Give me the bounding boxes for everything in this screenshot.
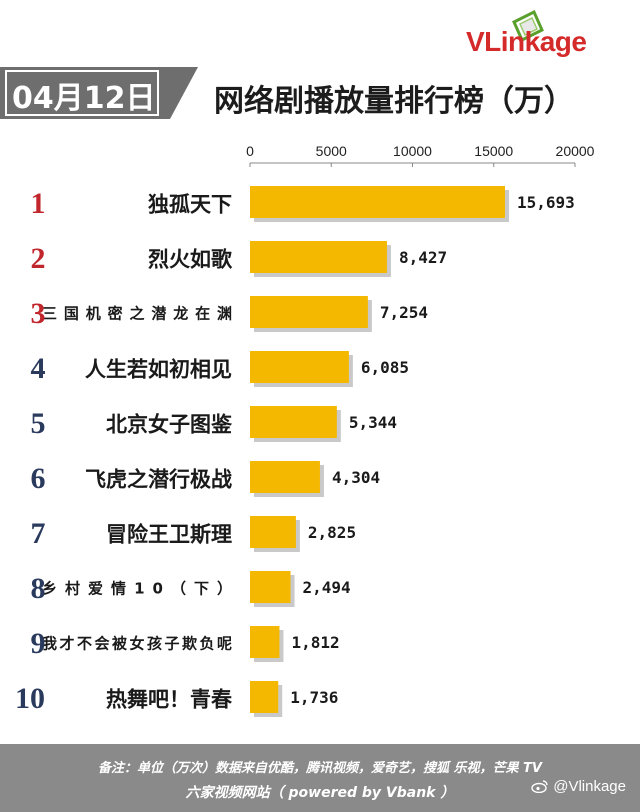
data-label: 4,304	[332, 468, 380, 487]
bar	[250, 241, 387, 273]
rank-number: 6	[31, 462, 46, 495]
rank-number: 5	[31, 407, 46, 440]
x-tick-label: 15000	[474, 143, 513, 159]
vlinkage-logo: VLinkage	[466, 8, 626, 60]
rank-number: 3	[31, 297, 46, 330]
data-label: 2,494	[303, 578, 351, 597]
bar-chart: 0 5000 10000 15000 20000 15,693 独孤天下 1 8,427 烈火如歌…	[15, 143, 595, 717]
chart-title: 网络剧播放量排行榜（万）	[214, 84, 574, 119]
rank-number: 8	[31, 572, 46, 605]
x-tick-label: 10000	[393, 143, 432, 159]
x-tick-label: 0	[246, 143, 254, 159]
logo-text: VLinkage	[466, 26, 587, 57]
bar	[250, 681, 279, 713]
footer-source: 六家视频网站（ powered by Vbank ）	[185, 785, 455, 801]
bar	[250, 571, 291, 603]
bar	[250, 461, 320, 493]
data-label: 1,812	[291, 633, 339, 652]
footer-bar: 备注：单位（万次）数据来自优酷，腾讯视频，爱奇艺，搜狐 乐视，芒果 TV 六家视…	[0, 744, 640, 812]
bar	[250, 406, 337, 438]
rank-number: 7	[31, 517, 46, 550]
rank-number: 1	[31, 187, 46, 220]
category-label: 烈火如歌	[148, 248, 233, 272]
x-tick-label: 20000	[556, 143, 595, 159]
date-badge: 04月12日	[0, 67, 198, 119]
green-window-icon	[512, 9, 544, 42]
date-text: 04月12日	[12, 81, 156, 116]
rank-number: 4	[31, 352, 46, 385]
category-label: 三国机密之潜龙在渊	[42, 305, 232, 323]
category-label: 乡村爱情10（下）	[42, 580, 232, 598]
data-label: 2,825	[308, 523, 356, 542]
weibo-icon	[531, 780, 548, 793]
bar	[250, 186, 506, 218]
data-label: 15,693	[517, 193, 575, 212]
data-label: 1,736	[290, 688, 338, 707]
data-label: 8,427	[399, 248, 447, 267]
bar	[250, 351, 349, 383]
category-label: 人生若如初相见	[85, 358, 232, 382]
weibo-watermark: @Vlinkage	[531, 778, 626, 795]
category-label: 冒险王卫斯理	[106, 523, 232, 547]
rank-number: 9	[31, 627, 46, 660]
data-label: 6,085	[361, 358, 409, 377]
footer-note: 备注：单位（万次）数据来自优酷，腾讯视频，爱奇艺，搜狐 乐视，芒果 TV	[98, 761, 542, 776]
category-label: 我才不会被女孩子欺负呢	[42, 635, 232, 653]
watermark-text: @Vlinkage	[553, 778, 626, 795]
category-label: 飞虎之潜行极战	[85, 468, 232, 492]
rank-number: 2	[31, 242, 46, 275]
category-label: 独孤天下	[148, 193, 232, 217]
category-label: 北京女子图鉴	[106, 413, 233, 437]
bar	[250, 516, 296, 548]
data-label: 5,344	[349, 413, 397, 432]
rank-number: 10	[15, 682, 45, 715]
bar	[250, 296, 368, 328]
bar	[250, 626, 280, 658]
category-label: 热舞吧！青春	[106, 688, 233, 712]
data-label: 7,254	[380, 303, 428, 322]
x-tick-label: 5000	[316, 143, 347, 159]
